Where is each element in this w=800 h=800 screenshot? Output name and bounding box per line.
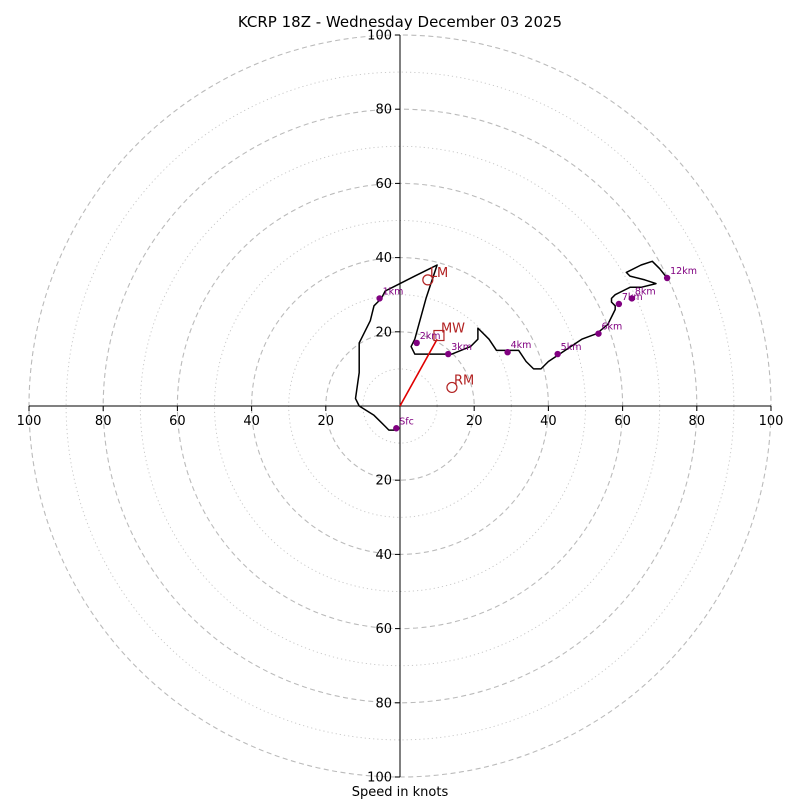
y-tick-label: 60: [375, 622, 392, 637]
y-tick-label: 20: [375, 474, 392, 489]
shear-vector: [399, 338, 438, 407]
x-tick-label: 40: [243, 414, 260, 429]
height-label-3km: 3km: [451, 342, 472, 353]
height-marker-2km: [413, 339, 420, 347]
height-label-sfc: Sfc: [399, 416, 414, 427]
storm-marker-lm: [422, 274, 434, 286]
height-marker-4km: [504, 349, 511, 356]
height-marker-7km: [615, 300, 623, 308]
storm-motions: LM MW RM: [422, 266, 474, 394]
x-tick-label: 40: [540, 414, 557, 429]
x-tick-label: 60: [169, 414, 186, 429]
x-axis-label: Speed in knots: [352, 785, 449, 800]
storm-label-lm: LM: [430, 266, 448, 281]
height-label-8km: 8km: [635, 286, 656, 297]
y-tick-label: 40: [375, 548, 392, 563]
storm-marker-rm: [446, 381, 458, 394]
x-tick-label: 20: [318, 414, 335, 429]
y-tick-label: 60: [375, 177, 392, 192]
tick-labels: 100 80 60 40 20 20 40 60 80 100 100 80 60 40 20 20 40 60 8…: [17, 29, 784, 786]
height-label-1km: 1km: [383, 286, 404, 297]
y-tick-label: 100: [367, 29, 392, 44]
storm-label-rm: RM: [454, 373, 474, 388]
x-tick-label: 60: [614, 414, 631, 429]
height-marker-3km: [445, 350, 452, 358]
y-tick-label: 20: [375, 325, 392, 340]
x-tick-label: 80: [95, 414, 112, 429]
y-tick-label: 40: [375, 251, 392, 266]
storm-label-mw: MW: [441, 322, 465, 337]
height-marker-5km: [554, 350, 561, 358]
y-tick-label: 100: [367, 771, 392, 786]
height-marker-sfc: [393, 425, 400, 432]
chart-title: KCRP 18Z - Wednesday December 03 2025: [238, 13, 562, 31]
x-tick-label: 80: [689, 414, 706, 429]
y-tick-label: 80: [375, 103, 392, 118]
height-marker-8km: [628, 295, 636, 302]
height-label-12km: 12km: [670, 266, 697, 277]
height-label-6km: 6km: [601, 322, 622, 333]
height-marker-6km: [595, 330, 602, 337]
x-tick-label: 20: [466, 414, 483, 429]
height-label-4km: 4km: [511, 340, 532, 351]
height-markers: Sfc1km2km3km4km5km6km7km8km12km: [376, 266, 697, 432]
height-label-2km: 2km: [420, 331, 441, 342]
x-tick-label: 100: [759, 414, 784, 429]
x-tick-label: 100: [17, 414, 42, 429]
storm-marker-mw: [433, 329, 445, 342]
shear-vector-group: [399, 338, 438, 407]
y-tick-label: 80: [375, 696, 392, 711]
hodograph-trace: [354, 260, 668, 431]
height-marker-1km: [376, 295, 383, 302]
height-label-5km: 5km: [561, 342, 582, 353]
height-marker-12km: [663, 274, 671, 282]
hodograph-line: [354, 260, 668, 431]
